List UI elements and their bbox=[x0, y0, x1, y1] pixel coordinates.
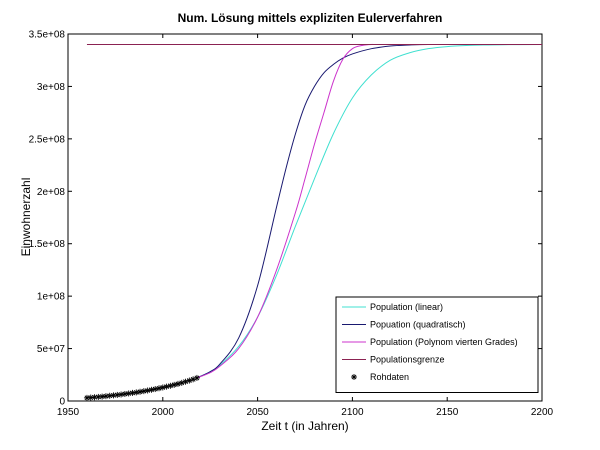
marker-stroke bbox=[126, 391, 132, 396]
marker-stroke bbox=[95, 394, 101, 400]
y-tick-label: 5e+07 bbox=[37, 344, 66, 355]
legend-label-0: Population (linear) bbox=[370, 302, 443, 312]
raw-data-point bbox=[156, 385, 163, 392]
x-axis-label: Zeit t (in Jahren) bbox=[261, 419, 348, 433]
marker-stroke bbox=[160, 385, 166, 390]
x-tick-label: 2150 bbox=[436, 407, 459, 418]
marker-stroke bbox=[88, 395, 94, 400]
raw-data-point bbox=[121, 390, 128, 397]
marker-stroke bbox=[92, 394, 97, 400]
marker-stroke bbox=[164, 384, 170, 390]
x-tick-label: 2000 bbox=[152, 407, 175, 418]
raw-data-point bbox=[102, 393, 109, 400]
series-line-0 bbox=[196, 43, 543, 379]
marker-stroke bbox=[167, 383, 173, 389]
raw-data-point bbox=[140, 388, 147, 395]
raw-data-point bbox=[129, 389, 136, 396]
raw-data-point bbox=[193, 374, 200, 381]
marker-stroke bbox=[141, 388, 147, 394]
raw-data-point bbox=[125, 390, 132, 397]
y-axis: 0 5e+07 1e+08 1.5e+08 2e+08 2.5e+08 3e+08 3.5e+… bbox=[29, 30, 542, 408]
raw-data-point bbox=[148, 386, 155, 393]
legend-marker bbox=[351, 374, 357, 380]
raw-data-point bbox=[163, 383, 170, 390]
y-tick-label: 3e+08 bbox=[37, 82, 66, 93]
marker-stroke bbox=[114, 392, 120, 398]
x-tick-label: 2200 bbox=[531, 407, 554, 418]
raw-data-layer bbox=[83, 374, 200, 401]
marker-stroke bbox=[149, 387, 154, 393]
marker-stroke bbox=[152, 386, 158, 392]
y-tick-label: 1e+08 bbox=[37, 292, 66, 303]
legend-label-4: Rohdaten bbox=[370, 372, 409, 382]
raw-data-point bbox=[144, 387, 151, 394]
raw-data-point bbox=[137, 388, 144, 395]
y-tick-label: 1.5e+08 bbox=[29, 239, 66, 250]
marker-stroke bbox=[351, 374, 357, 380]
marker-stroke bbox=[156, 385, 162, 391]
legend: Population (linear) Popuation (quadratisc… bbox=[335, 296, 539, 393]
raw-data-point bbox=[174, 380, 181, 387]
marker-stroke bbox=[133, 389, 139, 395]
raw-data-point bbox=[133, 389, 140, 396]
plot-frame bbox=[67, 33, 543, 402]
y-tick-label: 2e+08 bbox=[37, 187, 66, 198]
marker-stroke bbox=[111, 392, 116, 398]
y-tick-label: 2.5e+08 bbox=[29, 134, 66, 145]
raw-data-point bbox=[152, 386, 159, 393]
x-tick-label: 1950 bbox=[57, 407, 80, 418]
legend-label-2: Population (Polynom vierten Grades) bbox=[370, 337, 518, 347]
legend-label-3: Populationsgrenze bbox=[370, 355, 445, 365]
marker-stroke bbox=[103, 393, 109, 399]
x-tick-label: 2100 bbox=[341, 407, 364, 418]
x-axis: 1950 2000 2050 2100 2150 2200 bbox=[57, 34, 554, 418]
marker-stroke bbox=[171, 382, 177, 388]
marker-stroke bbox=[145, 388, 151, 393]
marker-stroke bbox=[194, 375, 200, 381]
raw-data-point bbox=[159, 384, 166, 391]
marker-stroke bbox=[107, 393, 113, 399]
series-layer bbox=[86, 43, 543, 379]
legend-label-1: Popuation (quadratisch) bbox=[370, 320, 466, 330]
series-line-1 bbox=[196, 43, 542, 379]
y-axis-label: Einwohnerzahl bbox=[19, 178, 33, 257]
raw-data-point bbox=[95, 393, 102, 400]
marker-stroke bbox=[130, 390, 135, 396]
raw-data-point bbox=[167, 382, 174, 389]
raw-data-point bbox=[114, 391, 121, 398]
chart-title: Num. Lösung mittels expliziten Eulerverf… bbox=[178, 11, 443, 25]
x-tick-label: 2050 bbox=[246, 407, 269, 418]
raw-data-point bbox=[171, 381, 178, 388]
y-tick-label: 3.5e+08 bbox=[29, 30, 66, 41]
y-tick-label: 0 bbox=[59, 397, 65, 408]
marker-stroke bbox=[118, 392, 124, 397]
marker-stroke bbox=[84, 395, 90, 401]
marker-stroke bbox=[137, 389, 143, 395]
marker-stroke bbox=[122, 391, 128, 397]
raw-data-point bbox=[118, 391, 125, 398]
legend-box bbox=[335, 296, 539, 393]
marker-stroke bbox=[99, 394, 105, 400]
